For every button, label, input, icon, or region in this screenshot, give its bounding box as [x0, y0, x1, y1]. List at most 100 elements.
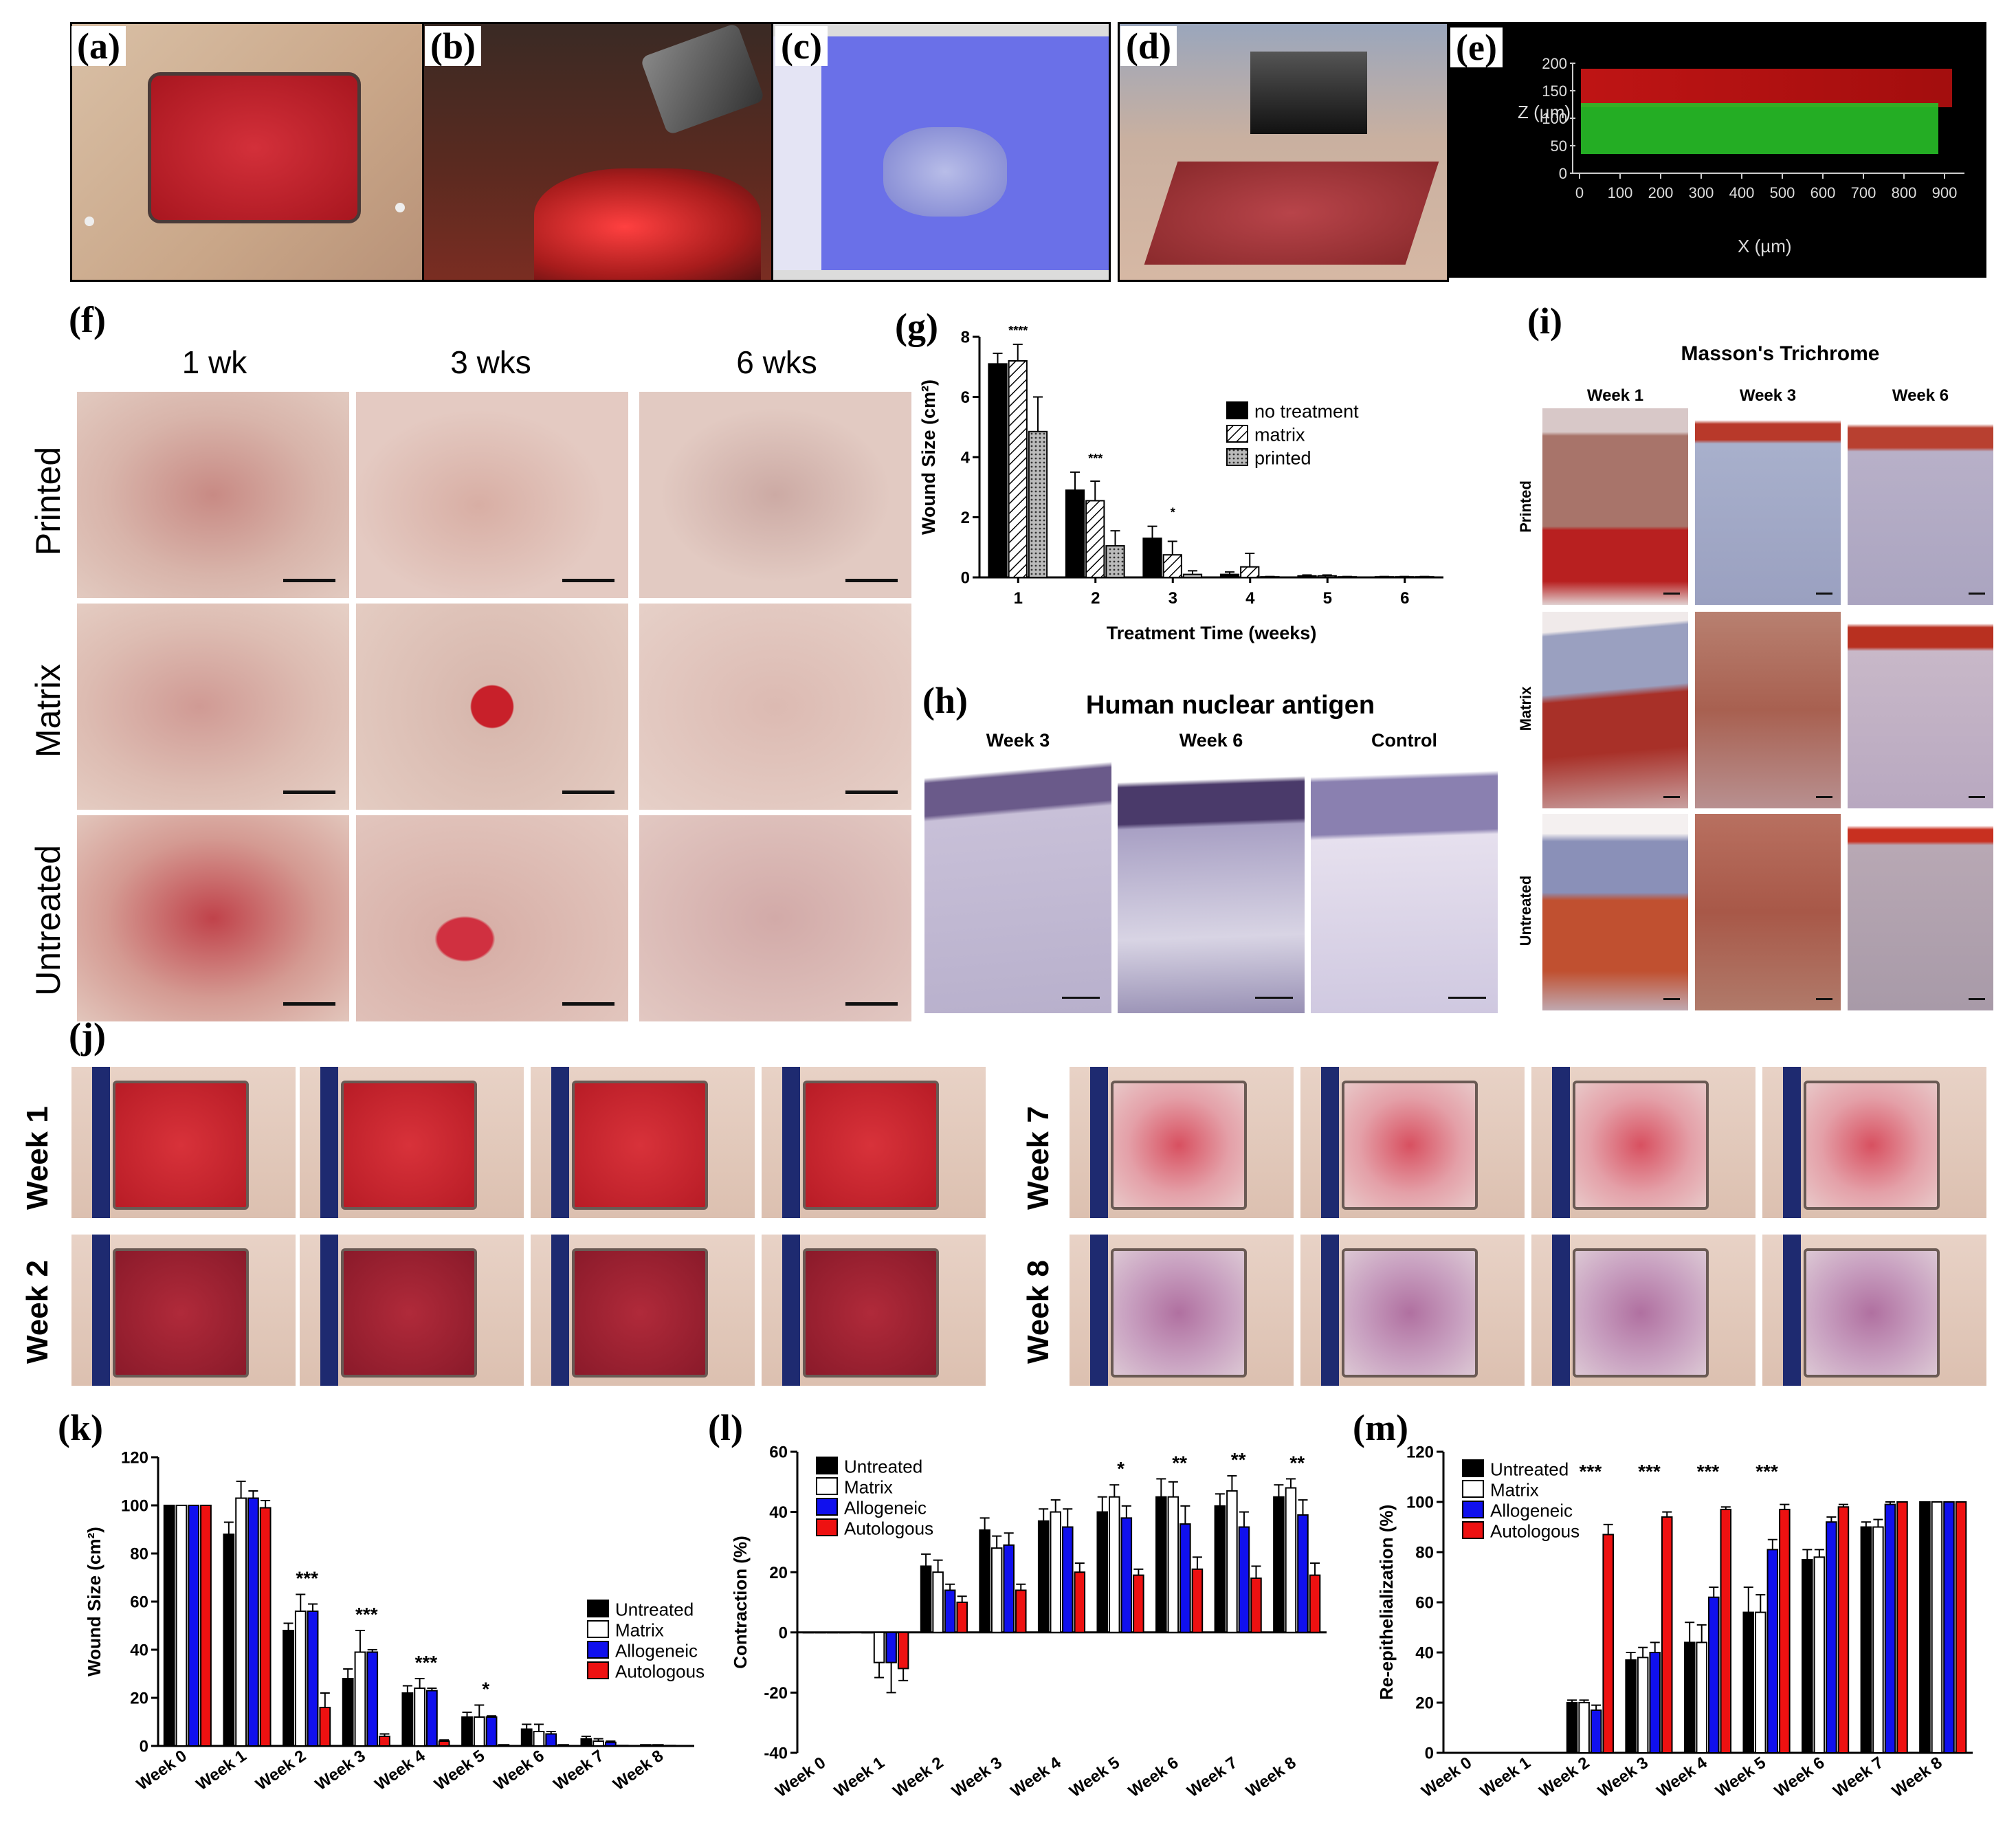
bar-matrix — [932, 1571, 944, 1633]
panel-i-histology — [1542, 814, 1688, 1010]
legend-swatch — [1462, 1459, 1484, 1477]
panel-f-photo — [356, 392, 628, 598]
bar-matrix — [354, 1651, 366, 1747]
panel-j-wound-photo — [531, 1067, 755, 1218]
panel-f-photo — [356, 815, 628, 1021]
bar-untreated — [1214, 1505, 1226, 1633]
bar-no-treatment — [1297, 575, 1317, 578]
measurement-ruler — [92, 1235, 110, 1386]
bar-untreated — [979, 1529, 990, 1633]
legend-swatch — [1462, 1480, 1484, 1498]
bar-untreated — [1155, 1496, 1167, 1633]
scale-bar — [283, 1002, 335, 1006]
bar-autologous — [1309, 1574, 1321, 1633]
significance-marker: *** — [296, 1568, 318, 1589]
bar-matrix — [1285, 1487, 1297, 1633]
scale-bar — [1663, 593, 1680, 595]
y-tick-label: 20 — [1415, 1694, 1434, 1713]
legend-swatch — [816, 1457, 838, 1474]
legend-swatch — [1226, 401, 1248, 419]
bar-allogeneic — [1297, 1514, 1309, 1633]
y-tick-label: 2 — [961, 509, 970, 527]
bar-matrix — [1461, 1752, 1472, 1754]
bar-printed — [1028, 430, 1048, 578]
y-tick-label: 60 — [769, 1444, 788, 1462]
bar-autologous — [1837, 1506, 1850, 1754]
bar-untreated — [1273, 1496, 1285, 1633]
measurement-ruler — [320, 1235, 338, 1386]
scale-bar — [1969, 796, 1985, 798]
bar-matrix — [294, 1611, 307, 1747]
bar-untreated — [1919, 1501, 1931, 1754]
panel-j-wound-photo — [1300, 1235, 1525, 1386]
x-tick-label: Week 5 — [1712, 1754, 1769, 1801]
legend-label: Untreated — [1490, 1459, 1569, 1480]
panel-i-col-2: Week 3 — [1739, 386, 1797, 405]
measurement-ruler — [551, 1235, 569, 1386]
bar-matrix — [1578, 1702, 1590, 1754]
legend-label: Matrix — [615, 1620, 664, 1641]
panel-e-ytick: 150 — [1542, 82, 1567, 100]
bar-matrix — [414, 1688, 426, 1747]
bar-untreated — [401, 1692, 414, 1747]
measurement-ruler — [1552, 1235, 1570, 1386]
y-tick-label: 0 — [1425, 1745, 1434, 1763]
measurement-ruler — [1783, 1235, 1801, 1386]
bar-matrix — [1931, 1501, 1943, 1754]
panel-a-label: (a) — [71, 26, 126, 66]
y-tick-label: 0 — [779, 1624, 788, 1642]
scale-bar — [845, 579, 898, 582]
bar-autologous — [617, 1745, 629, 1747]
panel-k-label: (k) — [58, 1407, 103, 1448]
panel-j-wound-photo — [1070, 1067, 1294, 1218]
panel-j-wound-photo — [762, 1067, 986, 1218]
bar-printed — [1105, 545, 1125, 578]
bar-autologous — [379, 1736, 390, 1747]
panel-i-col-3: Week 6 — [1892, 386, 1949, 405]
significance-marker: *** — [1088, 452, 1103, 465]
bar-printed — [1182, 573, 1203, 578]
bar-matrix — [1317, 575, 1337, 578]
y-tick-label: 80 — [130, 1545, 148, 1564]
bar-allogeneic — [1003, 1544, 1015, 1633]
panel-f-photo — [77, 604, 349, 810]
measurement-ruler — [1090, 1067, 1108, 1218]
bar-untreated — [580, 1738, 592, 1747]
panel-i-histology — [1848, 408, 1993, 605]
y-tick-label: 60 — [130, 1593, 148, 1612]
panel-j-wound-photo — [1762, 1067, 1986, 1218]
panel-f-photo — [639, 815, 911, 1021]
panel-j-row-week8: Week 8 — [1021, 1260, 1055, 1364]
bar-autologous — [897, 1631, 909, 1670]
chart-g-wound-size: 0 2 4 6 8 Wound Size (cm²) **** 1 *** 2 * 3 4 5 6 Treat… — [918, 324, 1443, 643]
panel-i-histology — [1695, 408, 1841, 605]
panel-c-label: (c) — [775, 26, 828, 66]
measurement-ruler — [782, 1235, 800, 1386]
red-cell-layer — [1581, 69, 1952, 107]
panel-i-col-1: Week 1 — [1586, 386, 1644, 405]
bar-allogeneic — [1590, 1709, 1602, 1754]
bar-untreated — [640, 1744, 652, 1747]
panel-h-image-control — [1311, 756, 1498, 1013]
bar-untreated — [1683, 1641, 1696, 1754]
panel-j-wound-photo — [300, 1235, 524, 1386]
panel-e-xtick: 400 — [1729, 184, 1755, 201]
legend-swatch — [1226, 448, 1248, 466]
scale-bar — [1969, 593, 1985, 595]
bar-untreated — [1037, 1520, 1050, 1633]
panel-i-row-untreated: Untreated — [1517, 875, 1534, 947]
photo-panel-e: 200 150 100 50 0 0 100 200 300 400 500 600 700 800 90… — [1449, 22, 1986, 278]
panel-i-histology — [1542, 408, 1688, 605]
bar-autologous — [1955, 1501, 1967, 1754]
legend-label: matrix — [1254, 425, 1305, 445]
legend-label: Allogeneic — [615, 1641, 698, 1661]
panel-f-col-3: 6 wks — [736, 344, 817, 380]
panel-b-label: (b) — [425, 26, 481, 66]
x-tick-label: Week 1 — [1477, 1754, 1534, 1801]
panel-h-label: (h) — [922, 680, 968, 721]
bar-untreated — [520, 1728, 533, 1747]
panel-j-row-week1: Week 1 — [21, 1106, 54, 1210]
bar-allogeneic — [605, 1741, 617, 1747]
y-tick-label: 40 — [1415, 1644, 1434, 1663]
panel-j-wound-photo — [1070, 1235, 1294, 1386]
